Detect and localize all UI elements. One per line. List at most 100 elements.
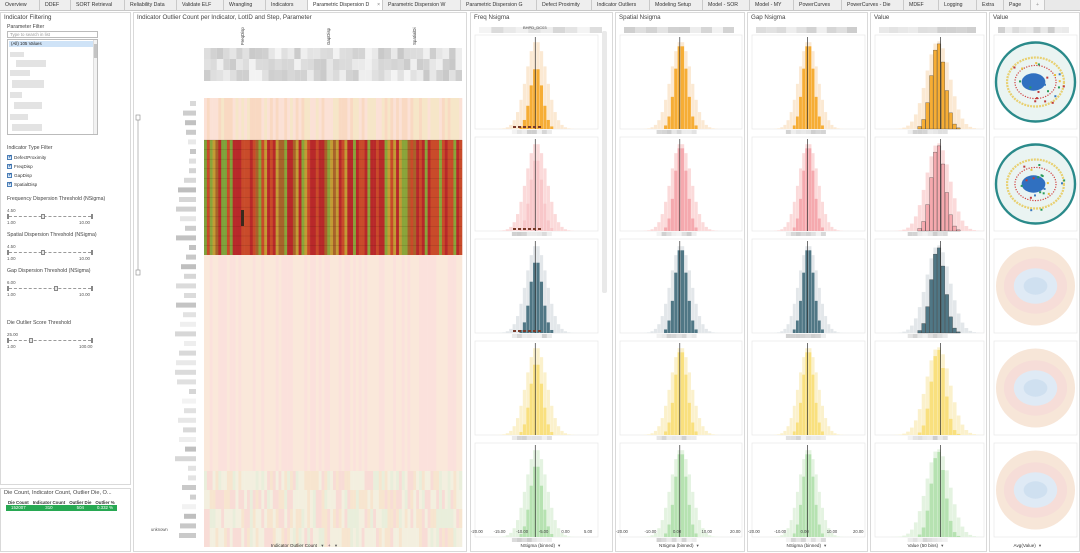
tab-wrangling[interactable]: Wrangling bbox=[224, 0, 266, 10]
heat-cell bbox=[272, 490, 276, 509]
heat-cell bbox=[427, 471, 431, 490]
heat-cell bbox=[421, 490, 426, 509]
chevron-down-icon[interactable]: ▾ bbox=[334, 543, 338, 548]
histogram-bar bbox=[708, 127, 712, 129]
heat-cell bbox=[387, 528, 391, 547]
histogram-bar bbox=[941, 265, 945, 334]
type-checkbox[interactable]: FreqDisp bbox=[7, 163, 33, 170]
tab-powercurves[interactable]: PowerCurves bbox=[794, 0, 842, 10]
histogram-bar bbox=[921, 221, 926, 232]
histogram-trellis[interactable] bbox=[471, 23, 612, 553]
checkbox-icon[interactable] bbox=[7, 181, 12, 187]
histogram-bar bbox=[536, 144, 540, 231]
type-checkbox[interactable]: DefectProximity bbox=[7, 154, 46, 161]
threshold-value[interactable]: 6.00 bbox=[7, 280, 16, 285]
heat-cell bbox=[304, 140, 308, 255]
tab-model-my[interactable]: Model - MY bbox=[750, 0, 794, 10]
heat-cell bbox=[333, 471, 337, 490]
histogram-bar bbox=[529, 383, 533, 435]
histogram-bar bbox=[660, 214, 664, 231]
tab-validate-elf[interactable]: Validate ELF bbox=[177, 0, 224, 10]
histogram-bar bbox=[817, 218, 821, 231]
parameter-search-input[interactable]: Type to search in list bbox=[7, 31, 98, 38]
slider-thumb[interactable] bbox=[40, 214, 45, 219]
threshold-slider[interactable] bbox=[7, 214, 93, 219]
histogram-bar bbox=[792, 201, 796, 231]
checkbox-icon[interactable] bbox=[7, 154, 12, 160]
heat-cell bbox=[447, 490, 451, 509]
type-checkbox[interactable]: SpatialDisp bbox=[7, 181, 37, 188]
axis-selector[interactable]: NSigma (binned) ▾ bbox=[659, 543, 699, 549]
histogram-bar bbox=[933, 458, 937, 537]
axis-selector[interactable]: NSigma (binned) ▾ bbox=[521, 543, 561, 549]
tab-ddef[interactable]: DDEF bbox=[40, 0, 71, 10]
heat-cell bbox=[433, 471, 437, 490]
threshold-value[interactable]: 25.00 bbox=[7, 332, 18, 337]
tab-extra[interactable]: Extra bbox=[977, 0, 1004, 10]
heatmap-color-by[interactable]: Indicator Outlier Count ▾ + ▾ bbox=[271, 543, 337, 549]
tab-page[interactable]: Page bbox=[1004, 0, 1031, 10]
tab-defect-proximity[interactable]: Defect Proximity bbox=[537, 0, 592, 10]
axis-selector[interactable]: Avg(Value) ▾ bbox=[1014, 543, 1042, 549]
tab-modeling-setup[interactable]: Modeling Setup bbox=[650, 0, 703, 10]
slider-thumb[interactable] bbox=[29, 338, 34, 343]
chevron-down-icon[interactable]: ▾ bbox=[321, 543, 324, 548]
histogram-bar bbox=[539, 179, 544, 231]
heat-cell bbox=[269, 98, 274, 140]
tab-sort-retrieval[interactable]: SORT Retrieval bbox=[71, 0, 125, 10]
tab-label: Defect Proximity bbox=[542, 2, 580, 8]
close-icon[interactable]: × bbox=[377, 2, 380, 8]
tab-logging[interactable]: Logging bbox=[939, 0, 977, 10]
chevron-down-icon[interactable]: ▾ bbox=[696, 543, 699, 548]
tab-parametric-dispersion-d[interactable]: Parametric Dispersion D × bbox=[308, 0, 383, 10]
heat-cell bbox=[261, 140, 265, 255]
histogram-bar bbox=[921, 189, 926, 231]
trellis-scrollbar[interactable] bbox=[602, 31, 607, 293]
header-cell bbox=[210, 70, 217, 81]
type-checkbox[interactable]: GapDisp bbox=[7, 172, 32, 179]
tab-reliability-data[interactable]: Reliability Data bbox=[125, 0, 177, 10]
list-scrollbar[interactable] bbox=[93, 40, 97, 134]
histogram-bar bbox=[952, 225, 957, 232]
histogram-bar bbox=[827, 222, 831, 231]
tab-mdef[interactable]: MDEF bbox=[904, 0, 939, 10]
heat-cell bbox=[252, 255, 256, 471]
chevron-down-icon[interactable]: ▾ bbox=[941, 543, 944, 548]
heat-cell bbox=[450, 509, 454, 528]
histogram-trellis[interactable] bbox=[616, 23, 744, 553]
histogram-bar bbox=[789, 316, 793, 333]
checkbox-icon[interactable] bbox=[7, 172, 12, 178]
threshold-slider[interactable] bbox=[7, 250, 93, 255]
tab-parametric-dispersion-w[interactable]: Parametric Dispersion W bbox=[383, 0, 461, 10]
heat-cell bbox=[370, 98, 374, 140]
list-item-all-values[interactable]: (All) 105 Values bbox=[9, 41, 94, 47]
checkbox-icon[interactable] bbox=[7, 163, 12, 169]
heat-cell bbox=[453, 471, 457, 490]
add-tab-button[interactable]: + bbox=[1031, 0, 1045, 10]
chevron-down-icon[interactable]: ▾ bbox=[1038, 543, 1042, 548]
histogram-bar bbox=[519, 405, 523, 435]
tab-parametric-dispersion-g[interactable]: Parametric Dispersion G bbox=[461, 0, 537, 10]
outlier-heatmap[interactable]: FreqDisp GapDisp SpatialDi unknown bbox=[134, 23, 466, 549]
axis-selector[interactable]: NSigma (binned) ▾ bbox=[787, 543, 827, 549]
threshold-slider[interactable] bbox=[7, 286, 93, 291]
threshold-value[interactable]: 4.50 bbox=[7, 244, 16, 249]
axis-selector[interactable]: Value (50 bins) ▾ bbox=[908, 543, 944, 549]
chevron-down-icon[interactable]: ▾ bbox=[823, 543, 827, 548]
tab-overview[interactable]: Overview bbox=[0, 0, 40, 10]
add-icon[interactable]: + bbox=[327, 543, 331, 548]
tab-indicator-outliers[interactable]: Indicator Outliers bbox=[592, 0, 650, 10]
slider-thumb[interactable] bbox=[40, 250, 45, 255]
parameter-listbox[interactable]: (All) 105 Values bbox=[7, 39, 98, 135]
threshold-slider[interactable] bbox=[7, 338, 93, 343]
histogram-trellis[interactable] bbox=[990, 23, 1079, 553]
histogram-trellis[interactable] bbox=[748, 23, 867, 553]
chevron-down-icon[interactable]: ▾ bbox=[557, 543, 561, 548]
tab-model-sor[interactable]: Model - SOR bbox=[703, 0, 750, 10]
slider-thumb[interactable] bbox=[53, 286, 58, 291]
tab-powercurves-die[interactable]: PowerCurves - Die bbox=[842, 0, 904, 10]
histogram-bar bbox=[674, 272, 678, 333]
histogram-trellis[interactable] bbox=[871, 23, 986, 553]
threshold-value[interactable]: 4.50 bbox=[7, 208, 16, 213]
tab-indicators[interactable]: Indicators bbox=[266, 0, 308, 10]
